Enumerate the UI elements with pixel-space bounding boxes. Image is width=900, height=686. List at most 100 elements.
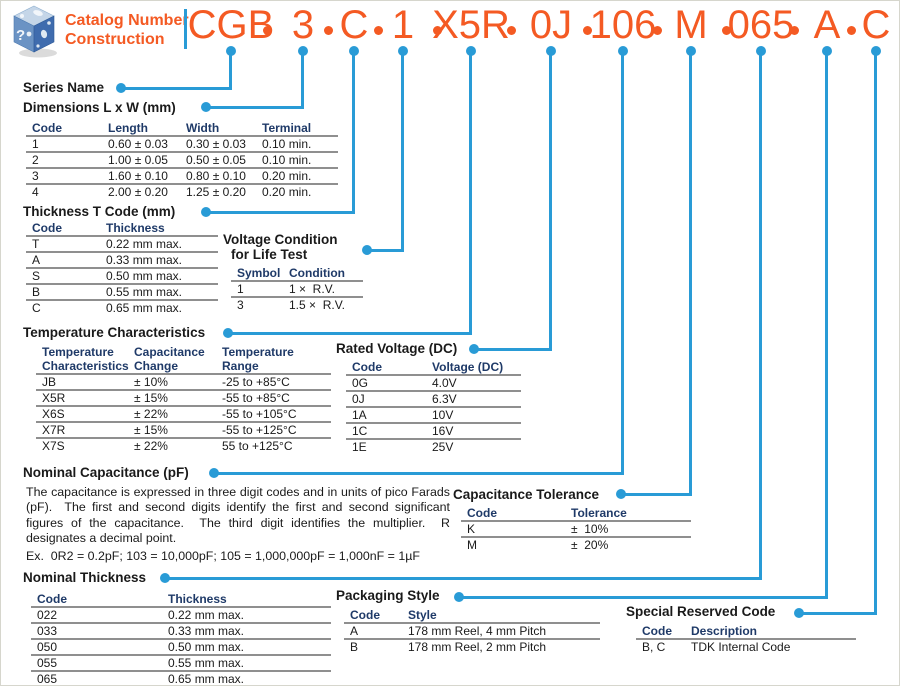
connector-vline-temperature-characteristics [469,51,472,334]
thickness-t-code-row: C 0.65 mm max. [26,300,218,315]
nominal-thickness-cell: 0.33 mm max. [168,623,331,640]
connector-hline-nominal-thickness [165,577,762,580]
section-dot-temperature-characteristics [223,328,233,338]
connector-hline-capacitance-tolerance [621,493,692,496]
special-reserved-code: Code Description B, C TDK Internal Code [636,624,856,654]
connector-hline-dimensions [206,106,304,109]
voltage-condition-cell: 1.5 × R.V. [289,298,345,312]
temperature-characteristics: Temperature Characteristics Capacitance C… [36,345,331,453]
connector-hline-rated-voltage [474,348,552,351]
thickness-t-code-row: S 0.50 mm max. [26,268,218,285]
section-dot-packaging-style [454,592,464,602]
nominal-thickness-row: 055 0.55 mm max. [31,655,331,672]
dimensions-header-cell: Terminal [262,121,338,137]
connector-hline-series-name [121,87,232,90]
section-dot-series-name [116,83,126,93]
separator-dot [507,26,516,35]
rated-voltage-row: 0J 6.3V [346,391,521,408]
capacitance-tolerance-row: M ± 20% [461,537,691,552]
dimensions-cell: 0.10 min. [262,136,338,153]
nominal-thickness-header-cell: Code [31,592,168,608]
section-dot-capacitance-tolerance [616,489,626,499]
connector-vline-packaging-style [825,51,828,598]
temperature-characteristics-row: JB ± 10% -25 to +85°C [36,374,331,391]
voltage-condition-header-cell: Condition [289,266,363,282]
capacitance-tolerance-header-cell: Code [461,506,571,522]
voltage-condition-cell: 3 [237,298,244,312]
connector-vline-capacitance-tolerance [689,51,692,495]
packaging-style-row: B 178 mm Reel, 2 mm Pitch [344,639,600,654]
separator-dot [653,26,662,35]
temperature-characteristics-cell: ± 22% [134,439,168,453]
capacitance-tolerance-cell: M [467,538,477,552]
rated-voltage-cell: 4.0V [432,375,521,392]
packaging-style-cell: B [350,640,359,654]
nominal-thickness-cell: 0.55 mm max. [168,655,331,672]
connector-vline-rated-voltage [549,51,552,350]
section-title-rated-voltage: Rated Voltage (DC) [336,341,458,356]
capacitance-tolerance-row: K ± 10% [461,521,691,538]
section-title-special-reserved-code: Special Reserved Code [626,604,776,619]
connector-vline-special-reserved-code [874,51,877,614]
dimensions-row: 1 0.60 ± 0.03 0.30 ± 0.03 0.10 min. [26,136,338,153]
dimensions-cell: 1 [26,136,108,153]
capacitance-tolerance-cell: ± 10% [571,521,691,538]
temperature-characteristics-row: X6S ± 22% -55 to +105°C [36,406,331,423]
catalog-segment-capacitance-tolerance: M [674,3,708,47]
capacitance-tolerance-header-row: Code Tolerance [461,506,691,522]
thickness-t-code-row: T 0.22 mm max. [26,236,218,253]
special-reserved-code-row: B, C TDK Internal Code [636,639,856,654]
special-reserved-code-cell: TDK Internal Code [691,640,791,654]
rated-voltage-header-cell: Code [346,360,432,376]
thickness-t-code-cell: 0.55 mm max. [106,284,218,301]
nominal-capacitance-example: Ex. 0R2 = 0.2pF; 103 = 10,000pF; 105 = 1… [26,549,420,563]
catalog-segment-voltage-condition: 1 [391,3,415,47]
separator-dot [847,26,856,35]
rated-voltage-cell: 1E [352,440,367,454]
header-title: Catalog Number Construction [65,11,189,49]
connector-vline-nominal-capacitance [621,51,624,474]
connector-vline-nominal-thickness [759,51,762,579]
dimensions-cell: 0.80 ± 0.10 [186,168,262,185]
section-dot-rated-voltage [469,344,479,354]
rated-voltage-row: 0G 4.0V [346,375,521,392]
thickness-t-code: Code Thickness T 0.22 mm max. A 0.33 mm max. S… [26,221,218,315]
connector-vline-voltage-condition [401,51,404,251]
nominal-thickness-row: 065 0.65 mm max. [31,671,331,685]
rated-voltage-table: Code Voltage (DC) 0G 4.0V 0J 6.3V 1A 10V 1C 16V 1E… [346,360,521,454]
separator-dot [433,26,442,35]
nominal-thickness-row: 033 0.33 mm max. [31,623,331,640]
thickness-t-code-cell: T [26,236,106,253]
separator-dot [324,26,333,35]
rated-voltage-header-cell: Voltage (DC) [432,360,521,376]
special-reserved-code-cell: B, C [642,640,666,654]
temperature-characteristics-cell: X7S [42,439,65,453]
rated-voltage-row: 1A 10V [346,407,521,424]
section-dot-voltage-condition [362,245,372,255]
section-title-thickness-t-code: Thickness T Code (mm) [23,204,176,219]
temperature-characteristics-cell: ± 22% [134,406,222,423]
svg-text:?: ? [16,27,25,44]
dimensions-header-cell: Length [108,121,186,137]
dimensions-table: Code Length Width Terminal 1 0.60 ± 0.03 0.30 … [26,121,338,199]
rated-voltage-row: 1E 25V [346,439,521,454]
packaging-style-row: A 178 mm Reel, 4 mm Pitch [344,623,600,640]
thickness-t-code-cell: A [26,252,106,269]
voltage-condition-cell: 1 × R.V. [289,281,363,298]
thickness-t-code-header-cell: Code [26,221,106,237]
separator-dot [374,26,383,35]
connector-vline-dimensions [301,51,304,108]
temperature-characteristics-row: X7S ± 22% 55 to +125°C [36,438,331,453]
header-title-line1: Catalog Number [65,12,189,29]
voltage-condition-table: Symbol Condition 1 1 × R.V. 3 1.5 × R.V. [231,266,363,312]
temperature-characteristics-cell: -55 to +125°C [222,422,331,439]
dimensions-cell: 2.00 ± 0.20 [108,185,168,199]
voltage-condition-header-row: Symbol Condition [231,266,363,282]
header-divider [184,9,187,49]
temperature-characteristics-header-row: Temperature Characteristics Capacitance C… [36,345,331,375]
packaging-style-table: Code Style A 178 mm Reel, 4 mm Pitch B 178 mm… [344,608,600,654]
section-title-voltage-condition-1: Voltage Condition [223,232,338,247]
special-reserved-code-header-cell: Description [691,624,856,640]
header-title-line2: Construction [65,31,165,48]
